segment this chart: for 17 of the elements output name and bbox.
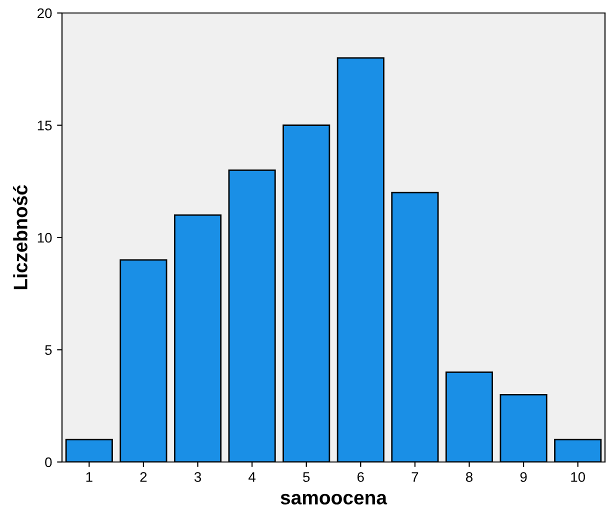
x-axis-title: samoocena bbox=[280, 494, 388, 505]
y-tick-label: 10 bbox=[38, 232, 52, 243]
y-tick-label: 15 bbox=[38, 120, 52, 130]
y-tick-label: 0 bbox=[45, 457, 52, 468]
x-tick-label: 5 bbox=[303, 472, 310, 482]
x-tick-label: 4 bbox=[248, 472, 256, 482]
x-tick-label: 10 bbox=[571, 472, 586, 482]
x-tick-label: 7 bbox=[412, 472, 418, 482]
y-tick-label: 20 bbox=[38, 8, 52, 18]
x-tick-label: 6 bbox=[357, 472, 364, 482]
x-tick-label: 1 bbox=[86, 472, 92, 482]
y-tick-label: 5 bbox=[45, 345, 52, 355]
x-tick-label: 9 bbox=[520, 472, 527, 482]
x-tick-label: 2 bbox=[140, 472, 147, 482]
y-axis-title: Liczebność bbox=[12, 185, 28, 290]
x-tick-label: 3 bbox=[194, 472, 201, 482]
x-tick-label: 8 bbox=[466, 472, 473, 482]
